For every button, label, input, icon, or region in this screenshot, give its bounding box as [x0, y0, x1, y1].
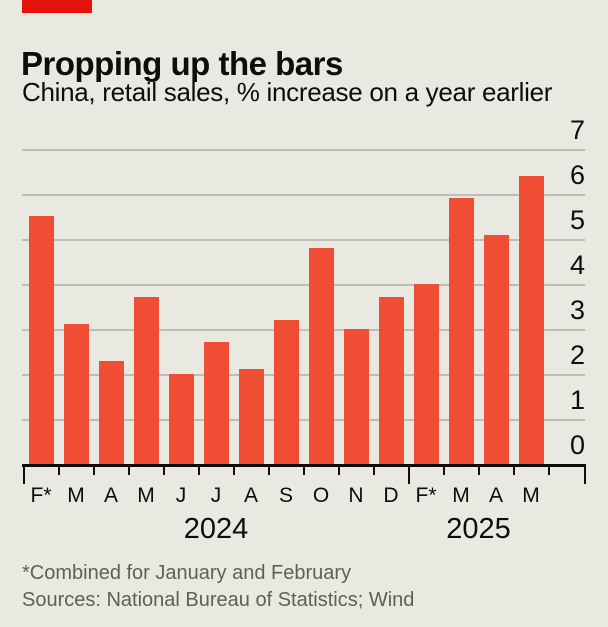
x-axis-month-label: M	[522, 484, 540, 507]
x-axis-month-label: A	[243, 484, 258, 507]
x-axis-month-label: M	[67, 484, 85, 507]
bar	[28, 216, 54, 464]
x-axis-tick	[92, 467, 95, 475]
x-axis-month-label: F*	[30, 484, 52, 507]
x-axis-tick	[57, 467, 60, 475]
gridline	[22, 149, 585, 151]
x-axis-month-label: F*	[415, 484, 437, 507]
x-axis-month-label: M	[452, 484, 470, 507]
gridline	[22, 239, 585, 241]
x-axis-tick	[584, 467, 586, 484]
gridline	[22, 284, 585, 286]
x-axis-month-label: A	[488, 484, 503, 507]
x-axis-tick	[407, 467, 410, 484]
y-axis-tick-label: 2	[569, 340, 585, 370]
brand-red-tab	[22, 0, 92, 13]
x-axis-tick	[232, 467, 235, 475]
x-axis-tick	[302, 467, 305, 475]
y-axis-tick-label: 6	[569, 160, 585, 190]
bar	[273, 320, 299, 464]
x-axis-tick	[162, 467, 165, 475]
bar	[308, 248, 334, 464]
bar	[133, 297, 159, 464]
x-axis-month-label: O	[312, 484, 330, 507]
x-axis-tick	[197, 467, 200, 475]
x-axis-tick	[547, 467, 550, 475]
x-axis-tick	[372, 467, 375, 475]
gridline	[22, 419, 585, 421]
sources: Sources: National Bureau of Statistics; …	[22, 589, 415, 611]
gridline	[22, 194, 585, 196]
bar	[343, 329, 369, 464]
x-axis-tick	[477, 467, 480, 475]
bar	[98, 361, 124, 464]
x-axis-year-label: 2024	[183, 513, 249, 545]
chart-subtitle: China, retail sales, % increase on a yea…	[22, 77, 553, 107]
bar	[518, 176, 544, 464]
bar	[238, 369, 264, 464]
bar	[413, 284, 439, 464]
x-axis-tick	[22, 467, 25, 484]
bar	[168, 374, 194, 464]
x-axis-tick	[127, 467, 130, 475]
footnote: *Combined for January and February	[22, 562, 352, 584]
chart-title: Propping up the bars	[21, 45, 343, 83]
gridline	[22, 329, 585, 331]
y-axis-tick-label: 5	[569, 205, 585, 235]
y-axis-tick-label: 4	[569, 250, 585, 280]
x-axis-month-label: M	[137, 484, 155, 507]
bar	[63, 324, 89, 464]
x-axis-tick	[512, 467, 515, 475]
x-axis-line	[22, 464, 586, 467]
y-axis-tick-label: 3	[569, 295, 585, 325]
bar	[203, 342, 229, 464]
bar	[448, 198, 474, 464]
x-axis-month-label: N	[348, 484, 364, 507]
x-axis-month-label: S	[278, 484, 293, 507]
x-axis-month-label: J	[210, 484, 222, 507]
y-axis-tick-label: 7	[569, 115, 585, 145]
x-axis-tick	[337, 467, 340, 475]
y-axis-tick-label: 1	[569, 385, 585, 415]
bar	[483, 235, 509, 464]
x-axis-month-label: A	[103, 484, 118, 507]
x-axis-tick	[442, 467, 445, 475]
y-axis-tick-label: 0	[569, 430, 585, 460]
x-axis-month-label: D	[383, 484, 399, 507]
x-axis-tick	[267, 467, 270, 475]
x-axis-year-label: 2025	[446, 513, 511, 545]
gridline	[22, 374, 585, 376]
x-axis-month-label: J	[175, 484, 187, 507]
bar	[378, 297, 404, 464]
